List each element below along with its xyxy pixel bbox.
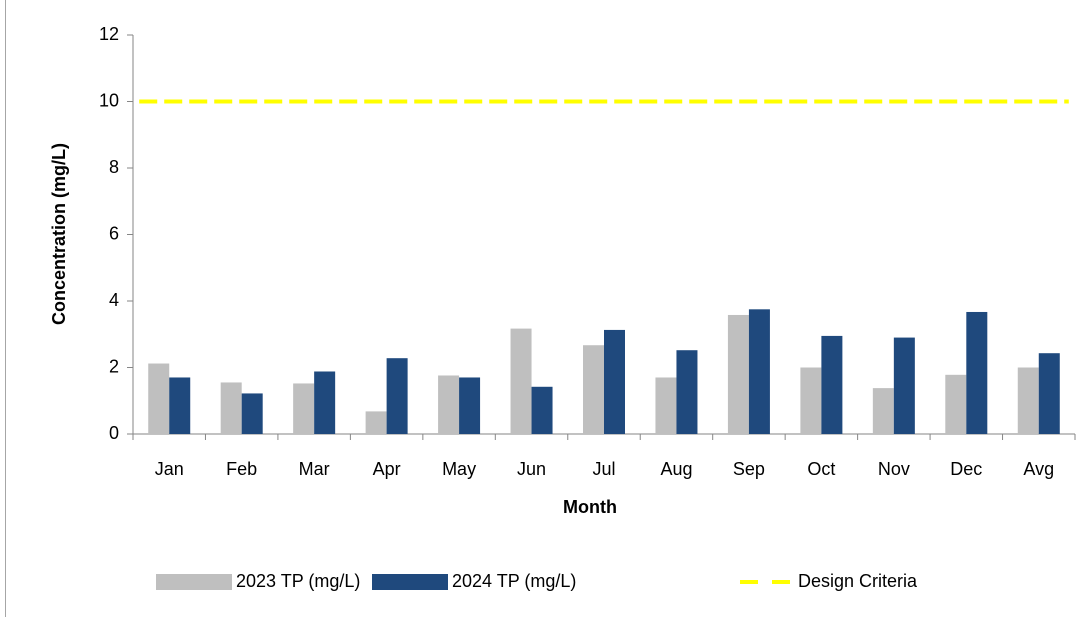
x-tick-label: Jun — [517, 459, 546, 479]
x-tick-label: Mar — [299, 459, 330, 479]
bar — [604, 329, 625, 434]
bar — [314, 371, 336, 434]
bar — [583, 345, 604, 434]
bar — [169, 377, 191, 434]
bar — [655, 377, 677, 434]
y-tick-label: 0 — [109, 423, 119, 443]
x-tick-label: Avg — [1023, 459, 1054, 479]
y-axis-label: Concentration (mg/L) — [49, 143, 69, 325]
bar — [293, 383, 315, 434]
bar — [1017, 367, 1039, 434]
bar — [821, 335, 843, 434]
bar — [872, 388, 894, 434]
x-tick-label: Oct — [807, 459, 835, 479]
bar — [148, 363, 170, 434]
bar — [966, 311, 988, 434]
bar — [510, 328, 532, 434]
bar — [459, 377, 481, 434]
y-tick-label: 12 — [99, 24, 119, 44]
bar — [1038, 353, 1060, 434]
y-tick-label: 2 — [109, 356, 119, 376]
x-tick-label: Nov — [878, 459, 910, 479]
bar — [365, 411, 387, 434]
x-tick-label: Jan — [155, 459, 184, 479]
bar — [438, 375, 460, 434]
y-tick-label: 4 — [109, 290, 119, 310]
x-tick-label: Jul — [592, 459, 615, 479]
bar — [241, 393, 263, 434]
bar — [748, 309, 770, 434]
legend-label: 2023 TP (mg/L) — [236, 571, 360, 591]
bar — [893, 337, 915, 434]
legend-swatch — [156, 574, 232, 590]
bar — [727, 314, 749, 434]
x-tick-label: Aug — [660, 459, 692, 479]
bar — [800, 367, 822, 434]
bar — [220, 382, 242, 434]
y-tick-label: 10 — [99, 90, 119, 110]
bar — [945, 374, 967, 434]
x-tick-label: Dec — [950, 459, 982, 479]
bar — [531, 386, 553, 434]
legend-label: 2024 TP (mg/L) — [452, 571, 576, 591]
legend-label: Design Criteria — [798, 571, 918, 591]
bar — [676, 350, 698, 434]
y-tick-label: 8 — [109, 157, 119, 177]
x-tick-label: Feb — [226, 459, 257, 479]
x-tick-label: May — [442, 459, 476, 479]
x-tick-label: Apr — [373, 459, 401, 479]
x-tick-label: Sep — [733, 459, 765, 479]
y-tick-label: 6 — [109, 223, 119, 243]
bar — [386, 358, 408, 434]
chart-frame — [5, 0, 6, 617]
legend-swatch — [372, 574, 448, 590]
x-axis-label: Month — [563, 497, 617, 517]
